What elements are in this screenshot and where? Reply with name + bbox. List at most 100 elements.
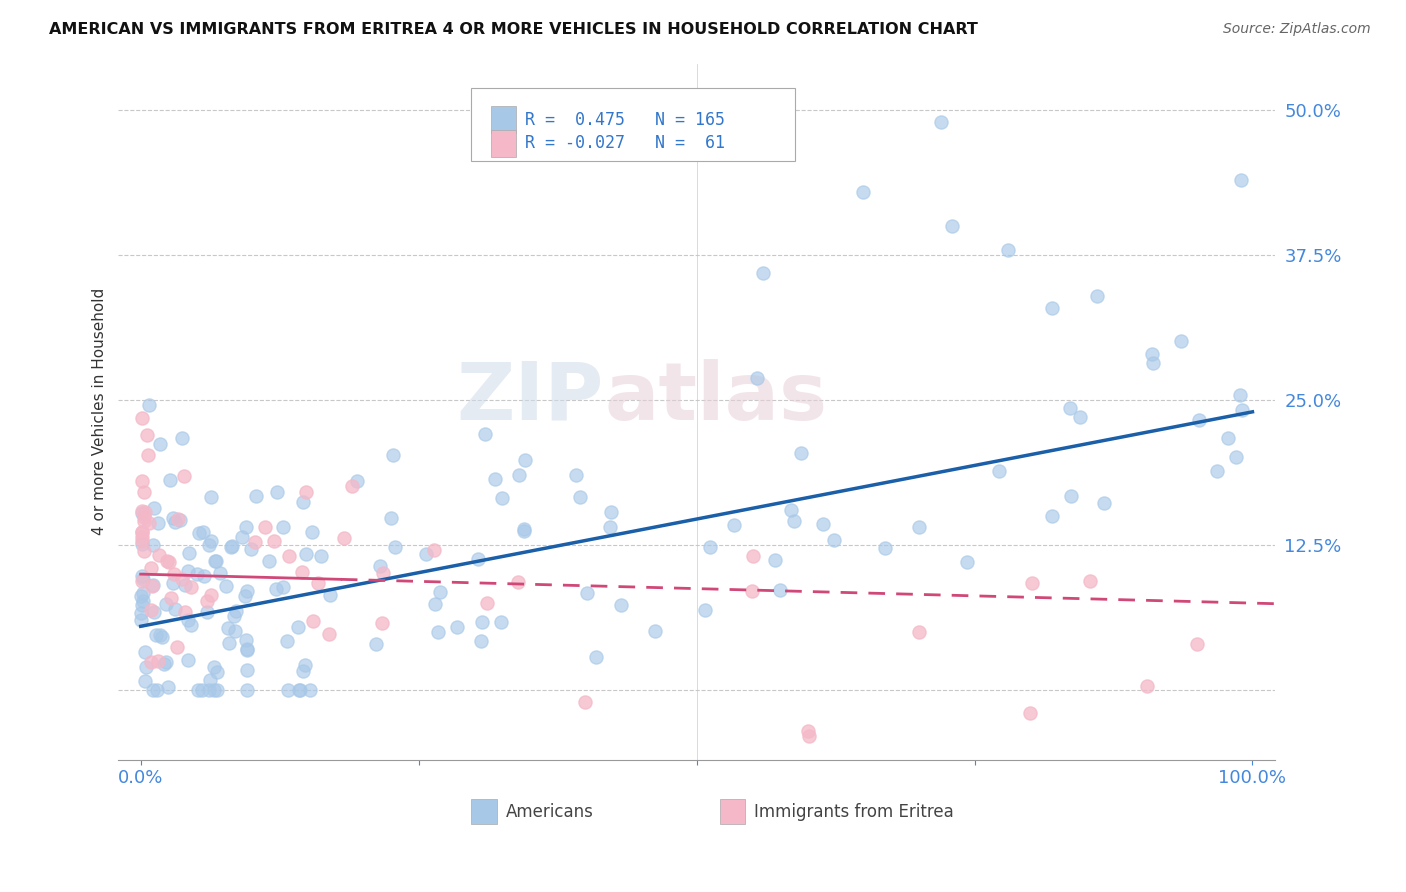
Point — [132, 572, 155, 586]
Point — [204, 554, 226, 568]
Bar — [491, 130, 516, 157]
Point — [157, 555, 180, 569]
Point — [475, 596, 498, 610]
Point — [740, 583, 762, 598]
Point — [695, 603, 717, 617]
Point — [263, 534, 285, 549]
Point — [823, 533, 845, 547]
Point — [139, 655, 162, 669]
Point — [205, 665, 228, 679]
Point — [1040, 508, 1063, 523]
Point — [167, 512, 190, 526]
Point — [177, 613, 200, 627]
Point — [145, 627, 167, 641]
Point — [155, 655, 177, 669]
Point — [180, 580, 202, 594]
Point — [135, 659, 157, 673]
Point — [132, 509, 155, 524]
Point — [997, 243, 1019, 257]
Point — [131, 537, 153, 551]
Point — [142, 605, 165, 619]
Point — [371, 615, 394, 630]
Point — [162, 575, 184, 590]
Point — [202, 660, 225, 674]
Point — [763, 553, 786, 567]
Point — [148, 654, 170, 668]
Point — [1040, 301, 1063, 315]
Point — [165, 601, 187, 615]
Point — [508, 467, 530, 482]
Point — [153, 657, 176, 672]
Text: Source: ZipAtlas.com: Source: ZipAtlas.com — [1223, 22, 1371, 37]
Point — [191, 683, 214, 698]
Point — [266, 485, 288, 500]
Point — [177, 653, 200, 667]
Point — [1205, 464, 1227, 478]
Point — [136, 448, 159, 462]
Point — [131, 524, 153, 539]
Point — [173, 578, 195, 592]
Point — [294, 485, 316, 500]
Point — [188, 526, 211, 541]
Point — [908, 625, 931, 640]
Point — [987, 465, 1010, 479]
Point — [169, 512, 191, 526]
Point — [243, 534, 266, 549]
Point — [170, 431, 193, 445]
Point — [565, 468, 588, 483]
Point — [217, 621, 239, 635]
Point — [131, 524, 153, 539]
Point — [150, 630, 173, 644]
Point — [333, 531, 356, 545]
Point — [288, 683, 311, 698]
Point — [198, 538, 221, 552]
Point — [236, 584, 259, 599]
Point — [415, 547, 437, 561]
Point — [134, 645, 156, 659]
Point — [1136, 679, 1159, 693]
Text: R =  0.475   N = 165: R = 0.475 N = 165 — [526, 111, 725, 128]
Point — [929, 115, 952, 129]
Point — [278, 549, 301, 563]
Point — [200, 589, 222, 603]
Point — [852, 185, 875, 199]
Point — [193, 569, 215, 583]
Point — [474, 427, 496, 442]
Point — [1229, 387, 1251, 401]
Point — [235, 632, 257, 647]
Point — [198, 683, 221, 698]
Point — [131, 411, 153, 425]
Point — [380, 511, 402, 525]
Point — [131, 598, 153, 612]
Point — [1170, 334, 1192, 349]
Point — [224, 609, 246, 624]
Point — [132, 594, 155, 608]
Point — [797, 730, 820, 744]
Point — [225, 604, 247, 618]
Point — [195, 594, 218, 608]
Point — [208, 566, 231, 580]
Point — [131, 474, 153, 488]
Point — [1069, 410, 1091, 425]
Point — [156, 680, 179, 694]
Point — [162, 567, 184, 582]
Point — [142, 501, 165, 516]
Point — [195, 605, 218, 619]
Point — [159, 591, 181, 605]
Point — [159, 474, 181, 488]
Point — [187, 683, 209, 698]
Point — [381, 448, 404, 462]
Point — [783, 514, 806, 528]
Point — [513, 452, 536, 467]
Point — [162, 510, 184, 524]
Bar — [471, 799, 496, 824]
Point — [956, 555, 979, 569]
Point — [600, 505, 623, 519]
Point — [318, 588, 340, 602]
Point — [177, 564, 200, 578]
Point — [273, 520, 295, 534]
Point — [215, 579, 238, 593]
Point — [146, 516, 169, 531]
Text: R = -0.027   N =  61: R = -0.027 N = 61 — [526, 135, 725, 153]
Point — [752, 266, 775, 280]
